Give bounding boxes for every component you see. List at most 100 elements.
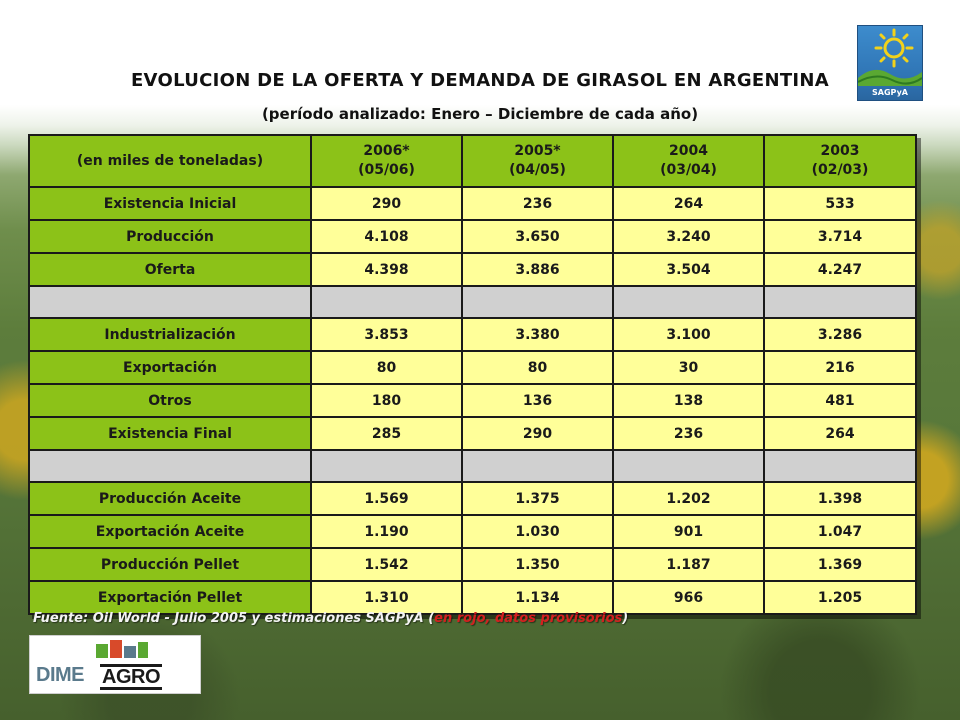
separator-cell xyxy=(612,285,765,319)
row-label: Industrialización xyxy=(28,317,312,352)
column-header: 2005* (04/05) xyxy=(461,134,614,188)
separator-cell xyxy=(461,285,614,319)
table-cell: 236 xyxy=(461,186,614,221)
row-label: Exportación xyxy=(28,350,312,385)
table-cell: 533 xyxy=(763,186,917,221)
table-cell: 1.569 xyxy=(310,481,463,516)
table-cell: 290 xyxy=(310,186,463,221)
table-cell: 3.286 xyxy=(763,317,917,352)
table-cell: 290 xyxy=(461,416,614,451)
row-label: Oferta xyxy=(28,252,312,287)
table-header-row: (en miles de toneladas) 2006* (05/06) 200… xyxy=(28,134,917,188)
table-cell: 30 xyxy=(612,350,765,385)
column-year: 2006* xyxy=(363,143,410,159)
table-cell: 4.247 xyxy=(763,252,917,287)
table-cell: 80 xyxy=(310,350,463,385)
row-label: Exportación Aceite xyxy=(28,514,312,549)
column-header: 2006* (05/06) xyxy=(310,134,463,188)
table-cell: 1.350 xyxy=(461,547,614,582)
table-cell: 136 xyxy=(461,383,614,418)
separator-cell xyxy=(763,449,917,483)
separator-cell xyxy=(310,449,463,483)
table-cell: 481 xyxy=(763,383,917,418)
table-row: Existencia Inicial 290 236 264 533 xyxy=(28,186,917,221)
dimeagro-building-icon xyxy=(96,640,148,658)
row-label: Producción Pellet xyxy=(28,547,312,582)
table-cell: 180 xyxy=(310,383,463,418)
column-header: 2003 (02/03) xyxy=(763,134,917,188)
table-cell: 1.369 xyxy=(763,547,917,582)
column-campaign: (05/06) xyxy=(358,162,415,178)
table-cell: 1.310 xyxy=(310,580,463,615)
column-campaign: (02/03) xyxy=(811,162,869,178)
unit-header: (en miles de toneladas) xyxy=(28,134,312,188)
separator-cell xyxy=(461,449,614,483)
separator-cell xyxy=(28,285,312,319)
table-cell: 3.380 xyxy=(461,317,614,352)
table-row: Oferta 4.398 3.886 3.504 4.247 xyxy=(28,252,917,287)
column-campaign: (04/05) xyxy=(509,162,566,178)
table-row: Producción 4.108 3.650 3.240 3.714 xyxy=(28,219,917,254)
table-cell: 3.100 xyxy=(612,317,765,352)
table-cell: 1.375 xyxy=(461,481,614,516)
table-cell: 1.202 xyxy=(612,481,765,516)
row-label: Producción Aceite xyxy=(28,481,312,516)
table-cell: 966 xyxy=(612,580,765,615)
column-year: 2003 xyxy=(820,143,860,159)
table-row: Producción Aceite 1.569 1.375 1.202 1.39… xyxy=(28,481,917,516)
source-note: Fuente: Oil World - Julio 2005 y estimac… xyxy=(33,611,628,626)
table-cell: 1.542 xyxy=(310,547,463,582)
table-row: Exportación Pellet 1.310 1.134 966 1.205 xyxy=(28,580,917,615)
row-label: Existencia Final xyxy=(28,416,312,451)
table-cell: 3.886 xyxy=(461,252,614,287)
table-cell: 1.187 xyxy=(612,547,765,582)
table-cell: 3.853 xyxy=(310,317,463,352)
row-label: Producción xyxy=(28,219,312,254)
provisional-note-open: ( xyxy=(428,611,435,626)
row-label: Otros xyxy=(28,383,312,418)
table-cell: 264 xyxy=(612,186,765,221)
table-cell: 901 xyxy=(612,514,765,549)
table-cell: 4.398 xyxy=(310,252,463,287)
column-year: 2004 xyxy=(669,143,708,159)
table-cell: 1.398 xyxy=(763,481,917,516)
supply-demand-table: (en miles de toneladas) 2006* (05/06) 200… xyxy=(28,134,917,615)
column-campaign: (03/04) xyxy=(660,162,717,178)
page-subtitle: (período analizado: Enero – Diciembre de… xyxy=(261,105,699,123)
table-cell: 1.030 xyxy=(461,514,614,549)
separator-cell xyxy=(310,285,463,319)
row-label: Exportación Pellet xyxy=(28,580,312,615)
page-title: EVOLUCION DE LA OFERTA Y DEMANDA DE GIRA… xyxy=(130,70,830,91)
source-text: Fuente: Oil World - Julio 2005 y estimac… xyxy=(33,611,424,626)
row-label: Existencia Inicial xyxy=(28,186,312,221)
separator-row xyxy=(28,285,917,319)
separator-cell xyxy=(763,285,917,319)
table-cell: 4.108 xyxy=(310,219,463,254)
table-cell: 216 xyxy=(763,350,917,385)
dimeagro-logo: DIME AGRO xyxy=(29,635,201,694)
separator-cell xyxy=(28,449,312,483)
table-cell: 80 xyxy=(461,350,614,385)
sagpya-logo-text: SAGPyA xyxy=(872,88,908,97)
table-row: Otros 180 136 138 481 xyxy=(28,383,917,418)
sagpya-logo: SAGPyA xyxy=(857,25,923,101)
separator-row xyxy=(28,449,917,483)
table-cell: 3.650 xyxy=(461,219,614,254)
separator-cell xyxy=(612,449,765,483)
table-cell: 264 xyxy=(763,416,917,451)
table-row: Exportación Aceite 1.190 1.030 901 1.047 xyxy=(28,514,917,549)
table-row: Exportación 80 80 30 216 xyxy=(28,350,917,385)
table-cell: 1.047 xyxy=(763,514,917,549)
table-cell: 3.714 xyxy=(763,219,917,254)
table-cell: 138 xyxy=(612,383,765,418)
provisional-note: en rojo, datos provisorios xyxy=(434,611,623,626)
table-cell: 1.190 xyxy=(310,514,463,549)
provisional-note-close: ) xyxy=(622,611,629,626)
column-header: 2004 (03/04) xyxy=(612,134,765,188)
table-cell: 3.240 xyxy=(612,219,765,254)
table-cell: 285 xyxy=(310,416,463,451)
column-year: 2005* xyxy=(514,143,561,159)
dime-logo-text: DIME xyxy=(36,664,85,686)
table-row: Producción Pellet 1.542 1.350 1.187 1.36… xyxy=(28,547,917,582)
table-cell: 1.205 xyxy=(763,580,917,615)
